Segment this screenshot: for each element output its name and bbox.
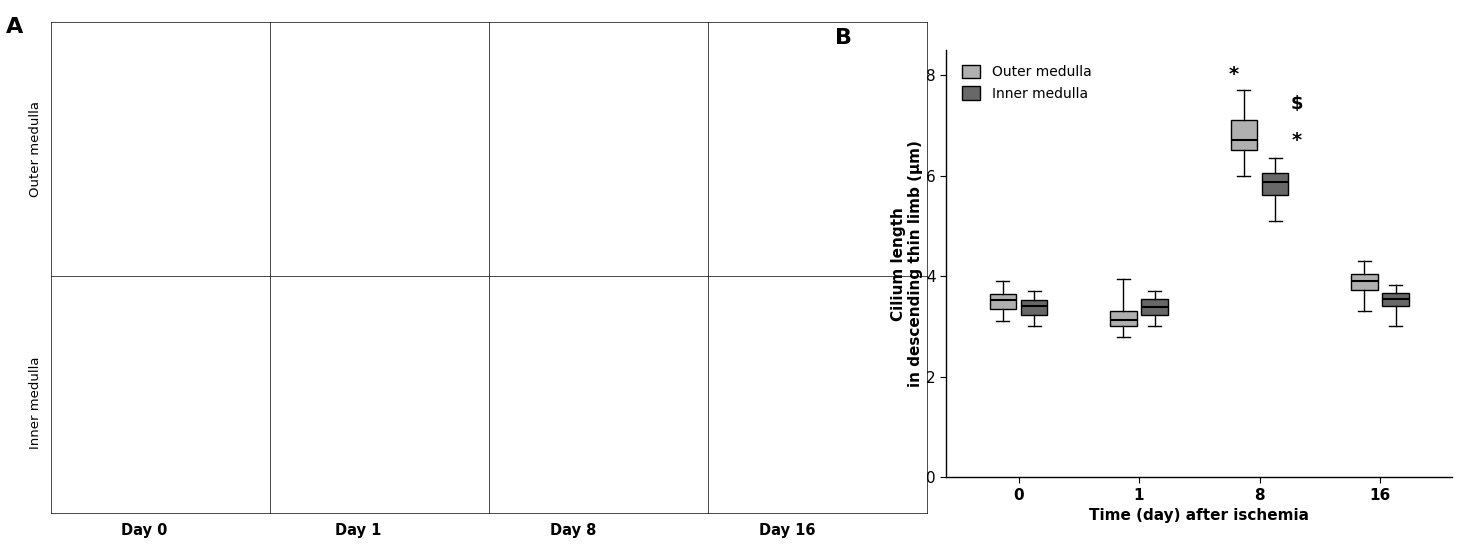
Text: $: $: [1291, 94, 1303, 113]
Text: Day 0: Day 0: [122, 523, 167, 538]
PathPatch shape: [990, 294, 1017, 309]
Text: 10 μm: 10 μm: [98, 262, 133, 272]
Text: Inner medulla: Inner medulla: [29, 357, 43, 449]
Text: B: B: [835, 28, 852, 48]
PathPatch shape: [1351, 274, 1378, 290]
PathPatch shape: [1231, 120, 1257, 150]
Y-axis label: Cilium length
in descending thin limb (μm): Cilium length in descending thin limb (μ…: [890, 140, 923, 387]
PathPatch shape: [1021, 300, 1047, 315]
Text: Outer medulla: Outer medulla: [29, 101, 43, 197]
PathPatch shape: [1111, 311, 1137, 326]
Text: *: *: [1292, 131, 1301, 150]
Text: Day 8: Day 8: [550, 523, 596, 538]
Text: A: A: [6, 17, 23, 36]
PathPatch shape: [1262, 173, 1288, 195]
PathPatch shape: [1141, 299, 1168, 315]
Text: Day 16: Day 16: [758, 523, 816, 538]
PathPatch shape: [1382, 293, 1408, 306]
Legend: Outer medulla, Inner medulla: Outer medulla, Inner medulla: [958, 61, 1096, 105]
Text: *: *: [1229, 65, 1240, 84]
X-axis label: Time (day) after ischemia: Time (day) after ischemia: [1090, 508, 1309, 523]
Text: Day 1: Day 1: [336, 523, 381, 538]
